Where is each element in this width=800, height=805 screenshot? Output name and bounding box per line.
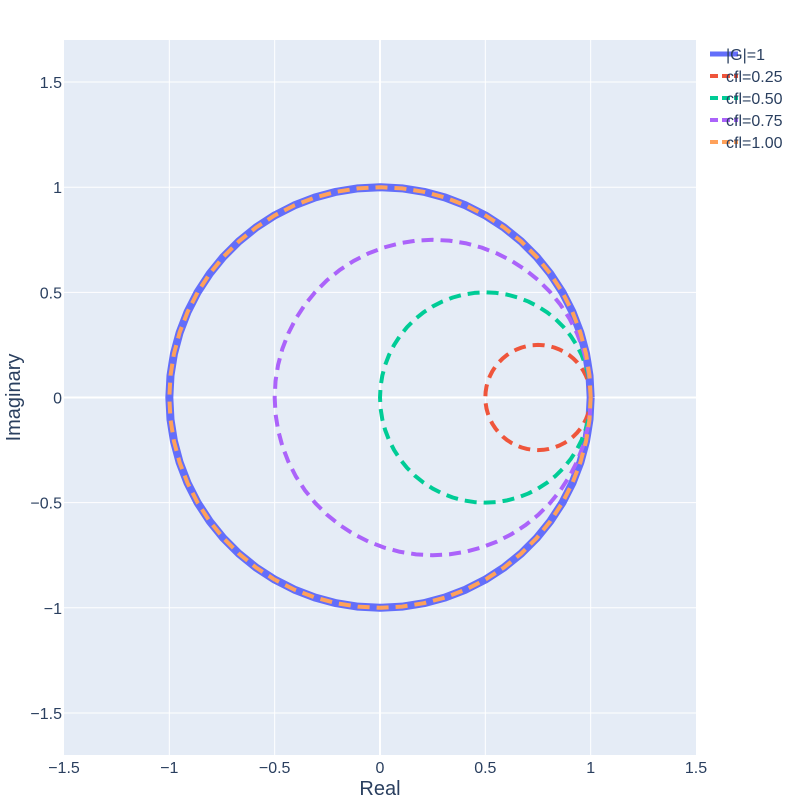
x-tick-label: −1.5 bbox=[48, 760, 80, 777]
legend-label: cfl=0.75 bbox=[726, 113, 783, 130]
legend-label: cfl=1.00 bbox=[726, 135, 783, 152]
legend-label: cfl=0.25 bbox=[726, 69, 783, 86]
x-tick-label: −0.5 bbox=[259, 760, 291, 777]
series-line-4 bbox=[272, 237, 593, 558]
legend-item[interactable]: cfl=0.75 bbox=[710, 113, 783, 130]
x-axis-ticks: −1.5 −1 −0.5 0 0.5 1 1.5 bbox=[48, 760, 707, 777]
series-line-5 bbox=[167, 185, 593, 610]
x-axis-label: Real bbox=[359, 778, 400, 800]
y-tick-label: 0 bbox=[53, 391, 62, 408]
x-tick-label: 1.5 bbox=[685, 760, 707, 777]
series-line-3 bbox=[378, 290, 593, 505]
y-axis-label: Imaginary bbox=[3, 354, 25, 442]
x-tick-label: 0.5 bbox=[474, 760, 496, 777]
legend-item[interactable]: cfl=0.50 bbox=[710, 91, 783, 108]
legend-item[interactable]: cfl=1.00 bbox=[710, 135, 783, 152]
series-layer bbox=[165, 183, 595, 612]
legend[interactable]: |G|=1 cfl=0.25 cfl=0.50 cfl=0.75 cfl=1.00 bbox=[710, 47, 783, 152]
legend-label: cfl=0.50 bbox=[726, 91, 783, 108]
y-tick-label: 0.5 bbox=[40, 285, 62, 302]
y-tick-label: −1 bbox=[44, 601, 62, 618]
series-line-2 bbox=[483, 342, 593, 453]
y-tick-label: 1 bbox=[53, 180, 62, 197]
x-tick-label: −1 bbox=[160, 760, 178, 777]
legend-item[interactable]: cfl=0.25 bbox=[710, 69, 783, 86]
y-tick-label: 1.5 bbox=[40, 75, 62, 92]
legend-item[interactable]: |G|=1 bbox=[710, 47, 765, 64]
x-tick-label: 0 bbox=[376, 760, 385, 777]
y-tick-label: −0.5 bbox=[30, 496, 62, 513]
x-tick-label: 1 bbox=[586, 760, 595, 777]
y-axis-ticks: −1.5 −1 −0.5 0 0.5 1 1.5 bbox=[30, 75, 62, 723]
legend-label: |G|=1 bbox=[726, 47, 765, 64]
y-tick-label: −1.5 bbox=[30, 706, 62, 723]
